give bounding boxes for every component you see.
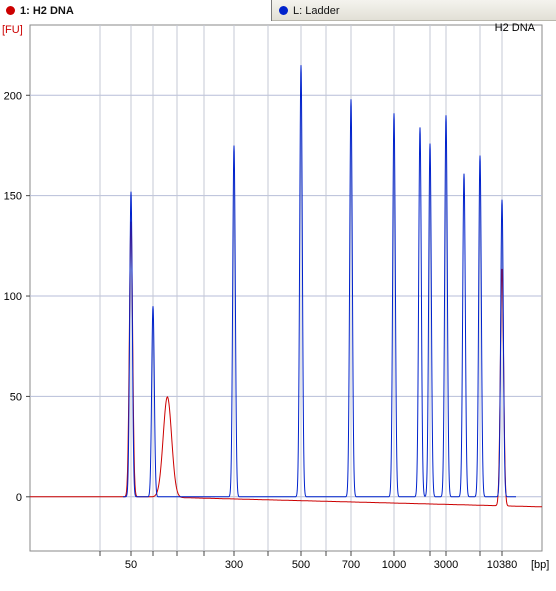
sample-trace [30, 221, 542, 508]
y-axis-label: [FU] [2, 24, 23, 36]
electropherogram: 0 50 100 150 200 50 300 500 700 1000 3000 10380 [F… [0, 21, 556, 586]
x-tick-label: 3000 [434, 559, 458, 571]
x-tick-label: 700 [342, 559, 360, 571]
sample-color-icon [6, 6, 15, 15]
tab-ladder-label: L: Ladder [293, 4, 340, 17]
electropherogram-plot: 0 50 100 150 200 50 300 500 700 1000 3000 10380 [F… [2, 22, 549, 571]
tab-sample-label: 1: H2 DNA [20, 4, 74, 17]
x-tick-label: 1000 [382, 559, 406, 571]
y-tick-label: 200 [4, 90, 22, 102]
x-axis-label: [bp] [531, 559, 549, 571]
x-tick-label: 50 [125, 559, 137, 571]
plot-frame [29, 24, 543, 552]
x-tick-label: 10380 [487, 559, 518, 571]
y-tick-label: 150 [4, 191, 22, 203]
chart-title: H2 DNA [495, 22, 536, 34]
x-tick-label: 300 [225, 559, 243, 571]
y-tick-label: 0 [16, 492, 22, 504]
ladder-trace [123, 65, 516, 498]
tab-ladder[interactable]: L: Ladder [273, 0, 556, 21]
ladder-color-icon [279, 6, 288, 15]
tab-sample[interactable]: 1: H2 DNA [0, 0, 272, 21]
tab-bar: 1: H2 DNA L: Ladder [0, 0, 556, 21]
x-tick-label: 500 [292, 559, 310, 571]
y-tick-label: 50 [10, 391, 22, 403]
y-tick-label: 100 [4, 291, 22, 303]
